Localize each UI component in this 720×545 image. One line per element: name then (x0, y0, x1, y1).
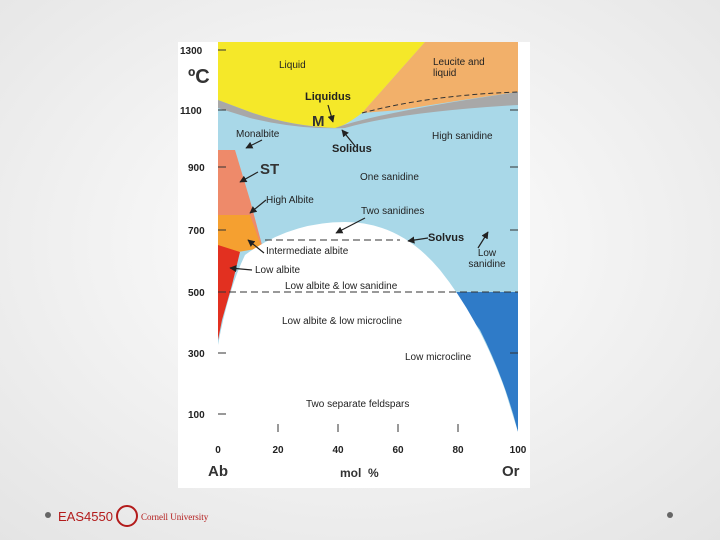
label: Solvus (428, 232, 464, 244)
label: ST (260, 161, 279, 178)
label: Two sanidines (361, 206, 424, 217)
label: Low microcline (405, 352, 472, 363)
label-box: Low sanidine (468, 248, 506, 270)
x-tick-label: 20 (272, 445, 284, 456)
x-tick-label: 100 (510, 445, 527, 456)
x-axis-label: mol % (340, 466, 379, 480)
footer: EAS4550 Cornell University (45, 505, 673, 527)
leucite-field (362, 42, 518, 113)
label: M (312, 113, 325, 130)
axis-ticks (218, 49, 518, 432)
y-tick-label: 1300 (180, 46, 203, 57)
x-tick-label: 60 (392, 445, 404, 456)
label: High Albite (266, 195, 314, 206)
bullet (667, 512, 673, 518)
x-left-label: Ab (208, 463, 228, 480)
label: Intermediate albite (266, 246, 349, 257)
label: Low albite (255, 265, 300, 276)
solvus-dome (218, 222, 518, 432)
y-unit: ºC (188, 66, 210, 88)
y-tick-label: 300 (188, 349, 205, 360)
x-right-label: Or (502, 463, 520, 480)
label: Low sanidine (468, 248, 506, 270)
label: Low albite & low microcline (282, 316, 402, 327)
course: EAS4550 (58, 509, 113, 524)
arrows (229, 104, 489, 273)
label: Liquidus (305, 91, 351, 103)
label: Two separate feldspars (306, 399, 409, 410)
label: Solidus (332, 143, 372, 155)
liquid-field (218, 42, 425, 128)
label: Liquid (279, 60, 306, 71)
melting-loop (218, 92, 518, 129)
y-tick-label: 100 (188, 410, 205, 421)
label: Monalbite (236, 129, 280, 140)
label: Leucite and liquid (433, 57, 485, 79)
y-tick-label: 900 (188, 163, 205, 174)
label: Low albite & low sanidine (285, 281, 398, 292)
y-tick-label: 1100 (180, 106, 202, 117)
logo (116, 505, 138, 527)
bullet (45, 512, 51, 518)
x-tick-label: 80 (452, 445, 464, 456)
label-box: Leucite and liquid (433, 57, 485, 79)
x-tick-label: 0 (215, 445, 221, 456)
x-tick-label: 40 (332, 445, 344, 456)
label: High sanidine (432, 131, 493, 142)
dashed-line (361, 91, 519, 114)
university: Cornell University (141, 512, 209, 522)
y-tick-label: 500 (188, 288, 205, 299)
label: One sanidine (360, 172, 419, 183)
low-microcline-field (452, 292, 518, 432)
labels: Liquid Leucite and liquid Liquidus M Mon… (236, 57, 506, 410)
y-tick-label: 700 (188, 226, 205, 237)
figure: 1300 1100 900 700 500 300 100 0 20 40 60… (178, 42, 530, 488)
